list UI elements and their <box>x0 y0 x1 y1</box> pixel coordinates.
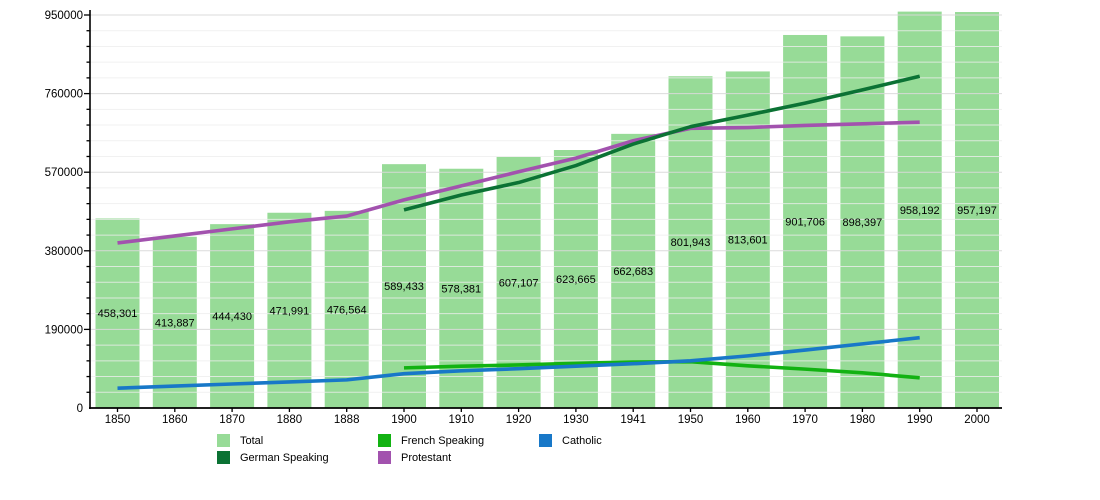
bar-value-label: 413,887 <box>155 317 195 329</box>
bar-value-label: 901,706 <box>785 216 825 228</box>
bar-value-label: 589,433 <box>384 281 424 293</box>
bar-value-label: 957,197 <box>957 205 997 217</box>
bar-value-label: 607,107 <box>499 277 539 289</box>
x-tick-label: 1850 <box>105 414 131 426</box>
legend-label: German Speaking <box>240 451 329 464</box>
y-tick-label: 570000 <box>45 167 83 179</box>
total-bar <box>324 210 369 408</box>
y-tick-label: 190000 <box>45 324 83 336</box>
x-tick-label: 1930 <box>563 414 589 426</box>
y-tick-label: 760000 <box>45 89 83 101</box>
series-line-catholic <box>117 335 920 390</box>
chart-legend: Total French Speaking Catholic German Speak… <box>217 432 700 466</box>
x-tick-label: 1920 <box>506 414 532 426</box>
y-tick-label: 950000 <box>45 10 83 22</box>
legend-label: Total <box>240 434 264 447</box>
series-line-protestant <box>117 120 920 245</box>
x-tick-label: 1941 <box>620 414 646 426</box>
x-tick-label: 1900 <box>391 414 417 426</box>
y-tick-label: 380000 <box>45 246 83 258</box>
bar-value-label: 662,683 <box>613 266 653 278</box>
total-bar <box>210 224 255 408</box>
bar-value-label: 898,397 <box>843 217 883 229</box>
bar-value-label: 813,601 <box>728 235 768 247</box>
legend-item-german-speaking: German Speaking <box>217 451 378 464</box>
legend-label: French Speaking <box>401 434 485 447</box>
x-tick-label: 1888 <box>334 414 360 426</box>
total-bar <box>152 236 197 408</box>
legend-item-total: Total <box>217 434 378 447</box>
x-tick-label: 1880 <box>277 414 303 426</box>
x-tick-label: 1970 <box>792 414 818 426</box>
legend-swatch-icon <box>539 434 552 447</box>
bar-value-label: 578,381 <box>441 283 481 295</box>
y-tick-label: 0 <box>77 403 83 415</box>
bar-value-label: 623,665 <box>556 274 596 286</box>
x-tick-label: 1960 <box>735 414 761 426</box>
x-tick-label: 1990 <box>907 414 933 426</box>
chart-canvas: 0 190000 380000 570000 760000 950000 1850 1860 1… <box>45 10 1002 426</box>
bar-value-label: 801,943 <box>671 237 711 249</box>
x-tick-label: 2000 <box>964 414 990 426</box>
bar-value-label: 958,192 <box>900 205 940 217</box>
legend-swatch-icon <box>217 434 230 447</box>
x-tick-label: 1870 <box>219 414 245 426</box>
legend-label: Protestant <box>401 451 452 464</box>
x-tick-label: 1980 <box>850 414 876 426</box>
legend-item-catholic: Catholic <box>539 434 700 447</box>
legend-item-protestant: Protestant <box>378 451 539 464</box>
total-bar <box>783 34 828 409</box>
legend-label: Catholic <box>562 434 602 447</box>
x-tick-label: 1910 <box>449 414 475 426</box>
bar-value-label: 471,991 <box>270 305 310 317</box>
legend-swatch-icon <box>378 434 391 447</box>
legend-swatch-icon <box>378 451 391 464</box>
legend-swatch-icon <box>217 451 230 464</box>
bar-value-label: 444,430 <box>212 311 252 323</box>
legend-item-french-speaking: French Speaking <box>378 434 539 447</box>
series-line-german-speaking <box>403 74 921 212</box>
bar-value-label: 476,564 <box>327 304 367 316</box>
total-bar <box>267 212 312 408</box>
x-tick-label: 1950 <box>678 414 704 426</box>
bar-value-label: 458,301 <box>98 308 138 320</box>
x-tick-label: 1860 <box>162 414 188 426</box>
